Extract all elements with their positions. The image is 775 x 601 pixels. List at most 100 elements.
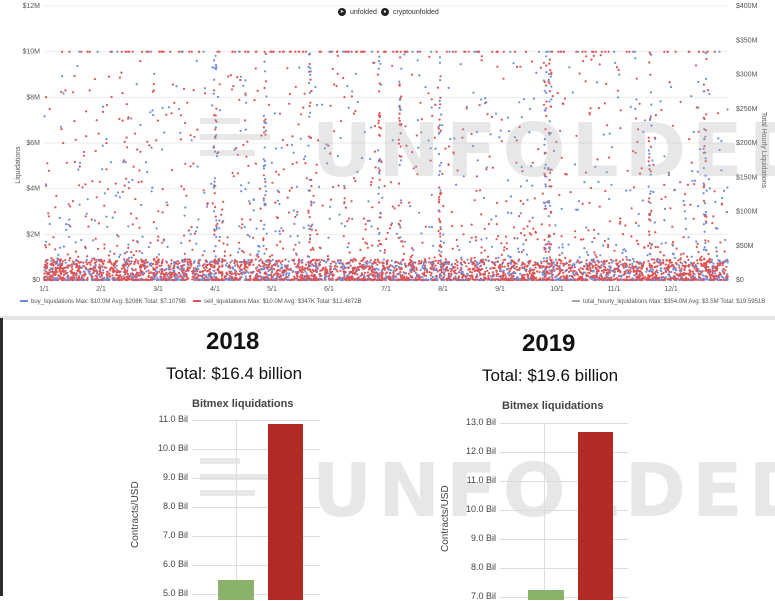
scatter-point <box>487 256 489 258</box>
scatter-point <box>153 277 155 279</box>
scatter-point <box>388 276 390 278</box>
scatter-point <box>346 220 348 222</box>
scatter-point <box>276 274 278 276</box>
scatter-point <box>370 184 372 186</box>
scatter-point <box>656 278 658 280</box>
scatter-point <box>347 274 349 276</box>
scatter-point <box>596 260 598 262</box>
scatter-point <box>492 279 494 281</box>
scatter-point <box>595 256 597 258</box>
scatter-point <box>108 254 110 256</box>
scatter-point <box>702 51 704 53</box>
scatter-point <box>716 255 718 257</box>
scatter-point <box>86 263 88 265</box>
scatter-point <box>539 278 541 280</box>
scatter-point <box>392 275 394 277</box>
scatter-point <box>193 262 195 264</box>
scatter-point <box>496 273 498 275</box>
scatter-point <box>484 271 486 273</box>
scatter-point <box>350 271 352 273</box>
scatter-point <box>230 74 232 76</box>
scatter-point <box>480 273 482 275</box>
scatter-point <box>618 69 620 71</box>
scatter-point <box>126 136 128 138</box>
scatter-point <box>431 106 433 108</box>
scatter-point <box>94 219 96 221</box>
scatter-point <box>693 131 695 133</box>
scatter-point <box>434 104 436 106</box>
scatter-point <box>327 145 329 147</box>
scatter-point <box>281 147 283 149</box>
scatter-point <box>197 166 199 168</box>
scatter-point <box>629 259 631 261</box>
scatter-point <box>652 274 654 276</box>
scatter-point <box>215 260 217 262</box>
scatter-point <box>62 260 64 262</box>
scatter-point <box>180 114 182 116</box>
scatter-point <box>193 267 195 269</box>
scatter-point <box>660 263 662 265</box>
scatter-point <box>412 249 414 251</box>
scatter-point <box>314 86 316 88</box>
scatter-point <box>664 208 666 210</box>
scatter-point <box>561 208 563 210</box>
scatter-point <box>518 215 520 217</box>
scatter-point <box>231 88 233 90</box>
scatter-point <box>508 268 510 270</box>
scatter-point <box>78 265 80 267</box>
scatter-point <box>720 140 722 142</box>
scatter-point <box>671 277 673 279</box>
scatter-point <box>723 272 725 274</box>
scatter-point <box>338 278 340 280</box>
scatter-point <box>256 278 258 280</box>
scatter-point <box>697 81 699 83</box>
scatter-point <box>148 144 150 146</box>
scatter-point <box>46 278 48 280</box>
scatter-point <box>241 223 243 225</box>
scatter-point <box>598 266 600 268</box>
scatter-point <box>256 273 258 275</box>
scatter-point <box>553 261 555 263</box>
scatter-point <box>374 272 376 274</box>
scatter-point <box>354 180 356 182</box>
scatter-point <box>296 161 298 163</box>
scatter-point <box>50 257 52 259</box>
scatter-point <box>615 244 617 246</box>
scatter-point <box>238 248 240 250</box>
scatter-point <box>304 267 306 269</box>
scatter-point <box>588 263 590 265</box>
scatter-point <box>431 194 433 196</box>
scatter-point <box>683 236 685 238</box>
scatter-point <box>313 270 315 272</box>
scatter-point <box>713 267 715 269</box>
scatter-point <box>563 51 565 53</box>
scatter-point <box>45 246 47 248</box>
scatter-point <box>597 278 599 280</box>
scatter-point <box>259 278 261 280</box>
scatter-point <box>330 263 332 265</box>
scatter-point <box>245 276 247 278</box>
scatter-point <box>443 279 445 281</box>
scatter-point <box>298 123 300 125</box>
scatter-point <box>268 266 270 268</box>
scatter-point <box>714 51 716 53</box>
scatter-point <box>502 274 504 276</box>
scatter-point <box>584 265 586 267</box>
scatter-point <box>687 184 689 186</box>
scatter-point <box>253 199 255 201</box>
scatter-point <box>238 51 240 53</box>
scatter-point <box>591 259 593 261</box>
scatter-point <box>579 256 581 258</box>
scatter-point <box>698 251 700 253</box>
scatter-point <box>679 273 681 275</box>
scatter-point <box>103 260 105 262</box>
scatter-point <box>585 80 587 82</box>
scatter-point <box>214 259 216 261</box>
scatter-point <box>638 225 640 227</box>
scatter-point <box>483 197 485 199</box>
scatter-point <box>695 64 697 66</box>
scatter-point <box>72 200 74 202</box>
scatter-point <box>606 124 608 126</box>
scatter-point <box>134 198 136 200</box>
scatter-point <box>134 275 136 277</box>
